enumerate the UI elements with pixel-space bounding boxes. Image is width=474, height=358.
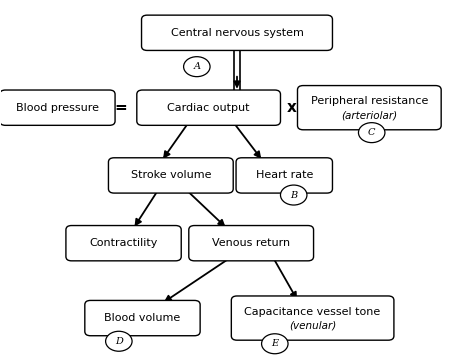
FancyBboxPatch shape <box>231 296 394 340</box>
Text: (arteriolar): (arteriolar) <box>341 111 397 121</box>
Text: Venous return: Venous return <box>212 238 290 248</box>
Circle shape <box>262 334 288 354</box>
Text: Central nervous system: Central nervous system <box>171 28 303 38</box>
FancyBboxPatch shape <box>66 226 181 261</box>
FancyBboxPatch shape <box>85 300 200 336</box>
Circle shape <box>281 185 307 205</box>
FancyBboxPatch shape <box>137 90 281 125</box>
Text: (venular): (venular) <box>289 321 336 331</box>
FancyBboxPatch shape <box>189 226 314 261</box>
Text: Blood pressure: Blood pressure <box>16 103 99 113</box>
Text: Heart rate: Heart rate <box>255 170 313 180</box>
Text: Blood volume: Blood volume <box>104 313 181 323</box>
Text: Cardiac output: Cardiac output <box>167 103 250 113</box>
Circle shape <box>106 331 132 351</box>
Text: A: A <box>193 62 201 71</box>
Circle shape <box>358 123 385 142</box>
Text: Capacitance vessel tone: Capacitance vessel tone <box>245 307 381 317</box>
FancyBboxPatch shape <box>109 158 233 193</box>
Circle shape <box>183 57 210 77</box>
Text: Stroke volume: Stroke volume <box>130 170 211 180</box>
FancyBboxPatch shape <box>0 90 115 125</box>
Text: Contractility: Contractility <box>90 238 158 248</box>
Text: D: D <box>115 337 123 346</box>
Text: B: B <box>290 190 297 199</box>
FancyBboxPatch shape <box>236 158 332 193</box>
FancyBboxPatch shape <box>142 15 332 50</box>
Text: E: E <box>271 339 278 348</box>
Text: =: = <box>115 100 128 115</box>
FancyBboxPatch shape <box>298 86 441 130</box>
Text: x: x <box>286 100 296 115</box>
Text: Peripheral resistance: Peripheral resistance <box>310 96 428 106</box>
Text: C: C <box>368 128 375 137</box>
